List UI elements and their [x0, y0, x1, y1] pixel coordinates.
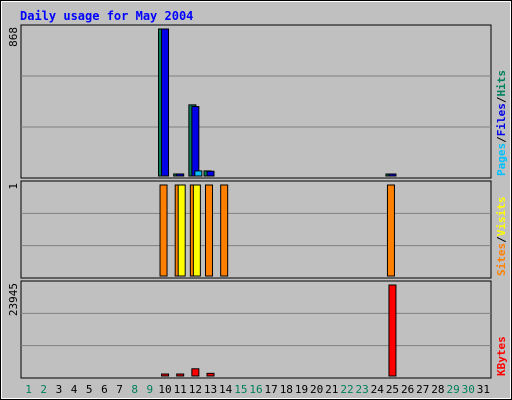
x-tick-label-day-2: 2 — [40, 383, 47, 396]
kbytes-panel — [20, 280, 492, 379]
visits-bar-sites-day-13 — [205, 184, 214, 277]
visits-legend: Sites/Visits — [495, 197, 508, 277]
visits-bar-sites-day-14 — [220, 184, 229, 277]
hits-max-label: 868 — [7, 27, 20, 47]
hits-legend: Pages/Files/Hits — [495, 70, 508, 176]
chart-title: Daily usage for May 2004 — [20, 9, 193, 23]
visits-bar-visits-day-11 — [177, 184, 186, 277]
kbytes-bar-kbytes-day-12 — [191, 368, 200, 377]
legend-pages: Pages — [495, 143, 508, 176]
visits-bar-sites-day-10 — [159, 184, 168, 277]
x-tick-label-day-15: 15 — [234, 383, 247, 396]
hits-bar-files-day-25 — [388, 173, 397, 177]
kbytes-legend: KBytes — [495, 336, 508, 376]
x-tick-label-day-16: 16 — [249, 383, 262, 396]
legend-separator: / — [495, 96, 508, 103]
x-tick-label-day-25: 25 — [386, 383, 399, 396]
x-tick-label-day-10: 10 — [158, 383, 171, 396]
legend-files: Files — [495, 103, 508, 136]
hits-bar-pages-day-12 — [194, 170, 203, 177]
x-tick-label-day-21: 21 — [325, 383, 338, 396]
hits-bar-files-day-11 — [176, 173, 185, 177]
x-tick-label-day-14: 14 — [219, 383, 233, 396]
x-tick-label-day-27: 27 — [416, 383, 429, 396]
x-tick-label-day-26: 26 — [401, 383, 414, 396]
x-tick-label-day-19: 19 — [295, 383, 308, 396]
x-tick-label-day-22: 22 — [340, 383, 353, 396]
legend-separator: / — [495, 236, 508, 243]
x-tick-label-day-11: 11 — [174, 383, 187, 396]
x-tick-label-day-3: 3 — [56, 383, 63, 396]
kbytes-bar-kbytes-day-25 — [388, 284, 397, 377]
legend-hits: Hits — [495, 70, 508, 97]
kbytes-bar-kbytes-day-11 — [176, 373, 185, 377]
x-tick-label-day-31: 31 — [477, 383, 490, 396]
x-tick-label-day-20: 20 — [310, 383, 323, 396]
x-tick-label-day-30: 30 — [462, 383, 475, 396]
legend-sites: Sites — [495, 243, 508, 276]
x-tick-label-day-12: 12 — [189, 383, 202, 396]
kbytes-bar-kbytes-day-10 — [161, 373, 170, 377]
hits-bar-files-day-12 — [191, 106, 200, 177]
legend-kbytes: KBytes — [495, 336, 508, 376]
visits-bar-visits-day-12 — [192, 184, 201, 277]
x-tick-label-day-23: 23 — [356, 383, 369, 396]
x-tick-label-day-18: 18 — [280, 383, 293, 396]
hits-panel — [20, 24, 492, 179]
x-tick-label-day-5: 5 — [86, 383, 93, 396]
x-tick-label-day-4: 4 — [71, 383, 78, 396]
hits-bar-files-day-13 — [206, 170, 215, 177]
x-tick-label-day-9: 9 — [147, 383, 154, 396]
x-tick-label-day-8: 8 — [131, 383, 138, 396]
visits-max-label: 1 — [7, 183, 20, 190]
x-tick-label-day-24: 24 — [371, 383, 385, 396]
visits-panel — [20, 180, 492, 279]
x-tick-label-day-29: 29 — [446, 383, 459, 396]
x-tick-label-day-6: 6 — [101, 383, 108, 396]
x-tick-label-day-28: 28 — [431, 383, 444, 396]
visits-bar-sites-day-25 — [386, 184, 395, 277]
x-tick-label-day-7: 7 — [116, 383, 123, 396]
kbytes-max-label: 23945 — [7, 283, 20, 316]
x-tick-label-day-1: 1 — [25, 383, 32, 396]
legend-visits: Visits — [495, 197, 508, 237]
legend-separator: / — [495, 136, 508, 143]
x-tick-label-day-17: 17 — [265, 383, 278, 396]
hits-bar-files-day-10 — [161, 28, 170, 177]
x-tick-label-day-13: 13 — [204, 383, 217, 396]
kbytes-bar-kbytes-day-13 — [206, 372, 215, 377]
